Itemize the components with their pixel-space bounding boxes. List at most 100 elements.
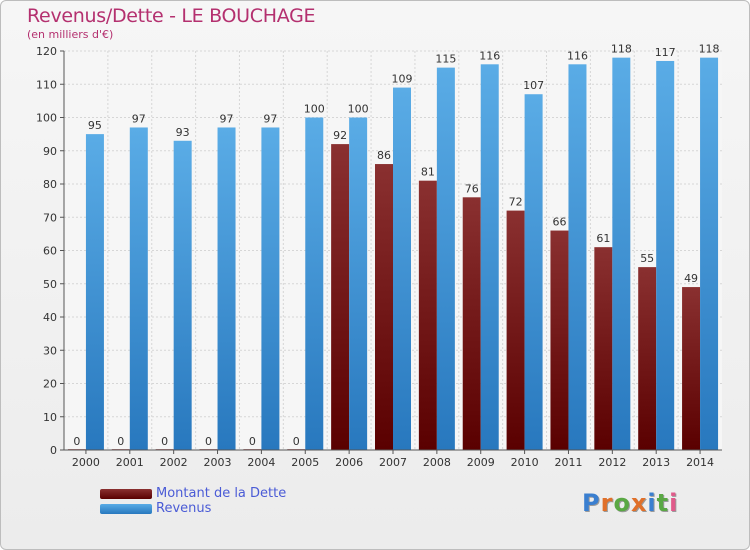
bar-revenue bbox=[568, 64, 587, 451]
legend-swatch-debt bbox=[100, 489, 152, 499]
legend-swatch-revenue bbox=[100, 504, 152, 514]
bar-revenue bbox=[700, 57, 719, 451]
data-label-revenue: 97 bbox=[220, 112, 234, 125]
data-label-debt: 0 bbox=[293, 435, 300, 448]
data-label-debt: 0 bbox=[73, 435, 80, 448]
data-label-revenue: 95 bbox=[88, 119, 102, 132]
bar-debt bbox=[462, 197, 481, 450]
data-label-revenue: 109 bbox=[392, 73, 413, 86]
data-label-debt: 0 bbox=[205, 435, 212, 448]
data-label-debt: 66 bbox=[552, 216, 566, 229]
bar-revenue bbox=[524, 94, 543, 450]
x-tick-label: 2014 bbox=[686, 456, 714, 469]
brand-letter: x bbox=[630, 489, 648, 517]
x-tick-label: 2003 bbox=[204, 456, 232, 469]
bar-revenue bbox=[349, 117, 368, 450]
y-tick-label: 0 bbox=[50, 444, 57, 457]
x-tick-label: 2002 bbox=[160, 456, 188, 469]
chart-title: Revenus/Dette - LE BOUCHAGE bbox=[27, 5, 316, 27]
data-label-revenue: 107 bbox=[523, 79, 544, 92]
data-label-revenue: 93 bbox=[176, 126, 190, 139]
legend-label-revenue: Revenus bbox=[156, 501, 212, 516]
bar-debt bbox=[506, 210, 525, 450]
bar-debt bbox=[375, 164, 393, 451]
bar-revenue bbox=[217, 127, 236, 450]
brand-letter: i bbox=[647, 489, 657, 517]
data-label-revenue: 117 bbox=[655, 46, 676, 59]
y-tick-label: 60 bbox=[43, 245, 57, 258]
brand-letter: P bbox=[582, 489, 601, 517]
data-label-debt: 0 bbox=[249, 435, 256, 448]
bar-revenue bbox=[656, 60, 675, 450]
bar-revenue bbox=[305, 117, 324, 450]
data-label-revenue: 118 bbox=[611, 43, 632, 56]
y-tick-label: 30 bbox=[43, 344, 57, 357]
y-tick-label: 10 bbox=[43, 411, 57, 424]
y-tick-label: 70 bbox=[43, 211, 57, 224]
data-label-revenue: 97 bbox=[132, 112, 146, 125]
y-tick-label: 120 bbox=[36, 45, 57, 58]
x-tick-label: 2009 bbox=[467, 456, 495, 469]
bar-revenue bbox=[173, 140, 192, 450]
x-tick-label: 2007 bbox=[379, 456, 407, 469]
data-label-debt: 86 bbox=[377, 149, 391, 162]
x-tick-label: 2004 bbox=[247, 456, 275, 469]
x-tick-label: 2012 bbox=[598, 456, 626, 469]
data-label-debt: 76 bbox=[465, 182, 479, 195]
brand-logo: Proxiti bbox=[582, 489, 678, 517]
chart-subtitle: (en milliers d'€) bbox=[27, 28, 114, 41]
data-label-revenue: 118 bbox=[699, 43, 720, 56]
x-tick-label: 2008 bbox=[423, 456, 451, 469]
brand-letter: o bbox=[613, 489, 631, 517]
y-tick-label: 100 bbox=[36, 112, 57, 125]
x-tick-label: 2013 bbox=[642, 456, 670, 469]
bar-debt bbox=[682, 287, 701, 450]
y-tick-label: 40 bbox=[43, 311, 57, 324]
data-label-debt: 0 bbox=[161, 435, 168, 448]
y-tick-label: 110 bbox=[36, 78, 57, 91]
y-tick-label: 80 bbox=[43, 178, 57, 191]
x-tick-label: 2011 bbox=[554, 456, 582, 469]
x-tick-label: 2001 bbox=[116, 456, 144, 469]
legend-label-debt: Montant de la Dette bbox=[156, 486, 287, 501]
y-tick-label: 20 bbox=[43, 378, 57, 391]
bar-revenue bbox=[612, 57, 631, 451]
x-tick-label: 2010 bbox=[511, 456, 539, 469]
data-label-revenue: 100 bbox=[348, 103, 369, 116]
data-label-revenue: 115 bbox=[435, 53, 456, 66]
x-tick-label: 2005 bbox=[291, 456, 319, 469]
bar-revenue bbox=[85, 134, 104, 450]
data-label-revenue: 116 bbox=[567, 49, 588, 62]
data-label-debt: 81 bbox=[421, 166, 435, 179]
bar-revenue bbox=[436, 67, 455, 450]
bar-debt bbox=[594, 247, 613, 450]
brand-letter: r bbox=[600, 489, 614, 517]
bar-revenue bbox=[393, 87, 411, 450]
bar-revenue bbox=[261, 127, 280, 450]
x-tick-label: 2000 bbox=[72, 456, 100, 469]
bar-debt bbox=[550, 230, 569, 450]
x-tick-label: 2006 bbox=[335, 456, 363, 469]
bar-debt bbox=[638, 267, 657, 450]
bar-revenue bbox=[480, 64, 499, 451]
bar-debt bbox=[331, 144, 350, 450]
axes: 0 10 20 30 40 50 60 70 80 90 100 110 120 2000 2001 2002… bbox=[36, 45, 722, 469]
bar-revenue bbox=[129, 127, 148, 450]
data-label-debt: 92 bbox=[333, 129, 347, 142]
y-tick-label: 90 bbox=[43, 145, 57, 158]
data-label-debt: 72 bbox=[509, 196, 523, 209]
data-label-debt: 49 bbox=[684, 272, 698, 285]
data-label-debt: 55 bbox=[640, 252, 654, 265]
data-label-revenue: 97 bbox=[263, 112, 277, 125]
brand-letter: i bbox=[669, 489, 679, 517]
data-label-debt: 61 bbox=[596, 232, 610, 245]
data-label-debt: 0 bbox=[117, 435, 124, 448]
bars bbox=[67, 57, 719, 451]
data-label-revenue: 100 bbox=[304, 103, 325, 116]
y-tick-label: 50 bbox=[43, 278, 57, 291]
bar-debt bbox=[418, 180, 437, 451]
data-labels: 0950970930970970100921008610981115761167… bbox=[73, 43, 719, 448]
data-label-revenue: 116 bbox=[479, 49, 500, 62]
brand-letter: t bbox=[656, 489, 670, 517]
